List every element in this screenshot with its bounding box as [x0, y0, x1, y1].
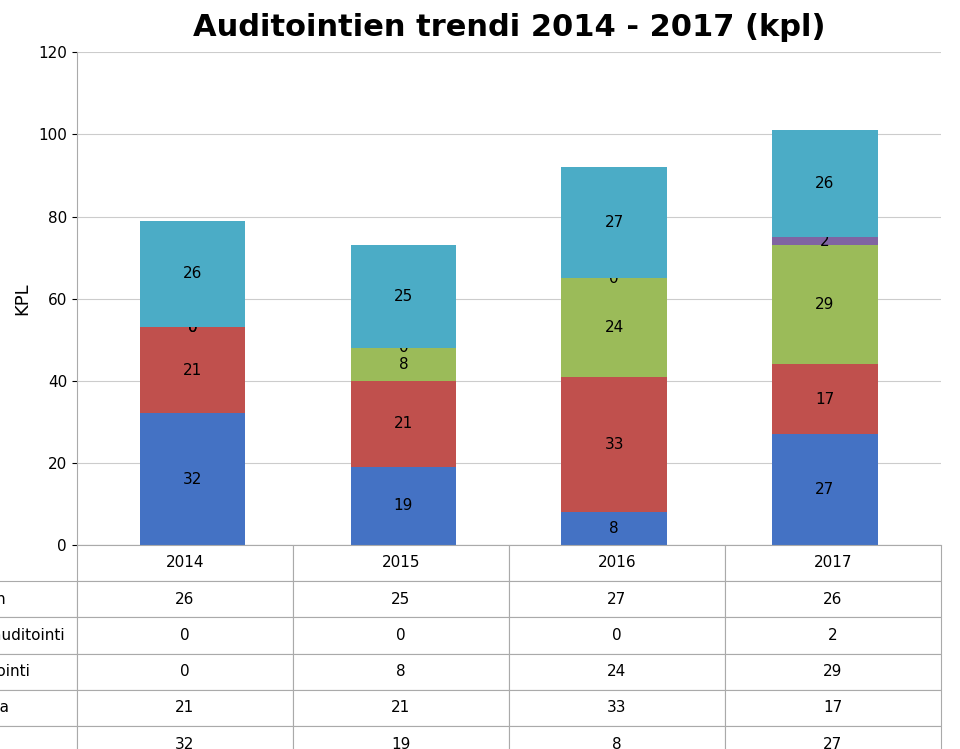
- Text: 21: 21: [394, 416, 413, 431]
- Text: 26: 26: [183, 267, 203, 282]
- Text: 0: 0: [610, 270, 619, 285]
- Text: 2: 2: [820, 234, 829, 249]
- Text: 24: 24: [605, 320, 624, 335]
- Title: Auditointien trendi 2014 - 2017 (kpl): Auditointien trendi 2014 - 2017 (kpl): [193, 13, 825, 42]
- Bar: [772, 245, 877, 364]
- Bar: [140, 413, 246, 545]
- Bar: [772, 434, 877, 545]
- Text: 32: 32: [183, 472, 203, 487]
- Text: 0: 0: [188, 320, 198, 335]
- Text: 27: 27: [605, 215, 624, 230]
- Bar: [350, 467, 456, 545]
- Text: 0: 0: [398, 340, 408, 355]
- Text: 17: 17: [815, 392, 834, 407]
- Bar: [562, 512, 667, 545]
- Bar: [772, 130, 877, 237]
- Text: 29: 29: [815, 297, 834, 312]
- Bar: [350, 348, 456, 380]
- Bar: [350, 245, 456, 348]
- Text: 21: 21: [183, 363, 203, 377]
- Bar: [772, 364, 877, 434]
- Text: 8: 8: [398, 357, 408, 372]
- Text: 25: 25: [394, 289, 413, 304]
- Y-axis label: KPL: KPL: [13, 282, 32, 315]
- Bar: [140, 221, 246, 327]
- Text: 0: 0: [188, 320, 198, 335]
- Bar: [140, 327, 246, 413]
- Text: 33: 33: [605, 437, 624, 452]
- Text: 27: 27: [815, 482, 834, 497]
- Bar: [562, 278, 667, 377]
- Text: 19: 19: [394, 498, 413, 513]
- Text: 8: 8: [610, 521, 619, 536]
- Bar: [350, 380, 456, 467]
- Text: 26: 26: [815, 176, 834, 191]
- Bar: [562, 167, 667, 278]
- Bar: [772, 237, 877, 245]
- Bar: [562, 377, 667, 512]
